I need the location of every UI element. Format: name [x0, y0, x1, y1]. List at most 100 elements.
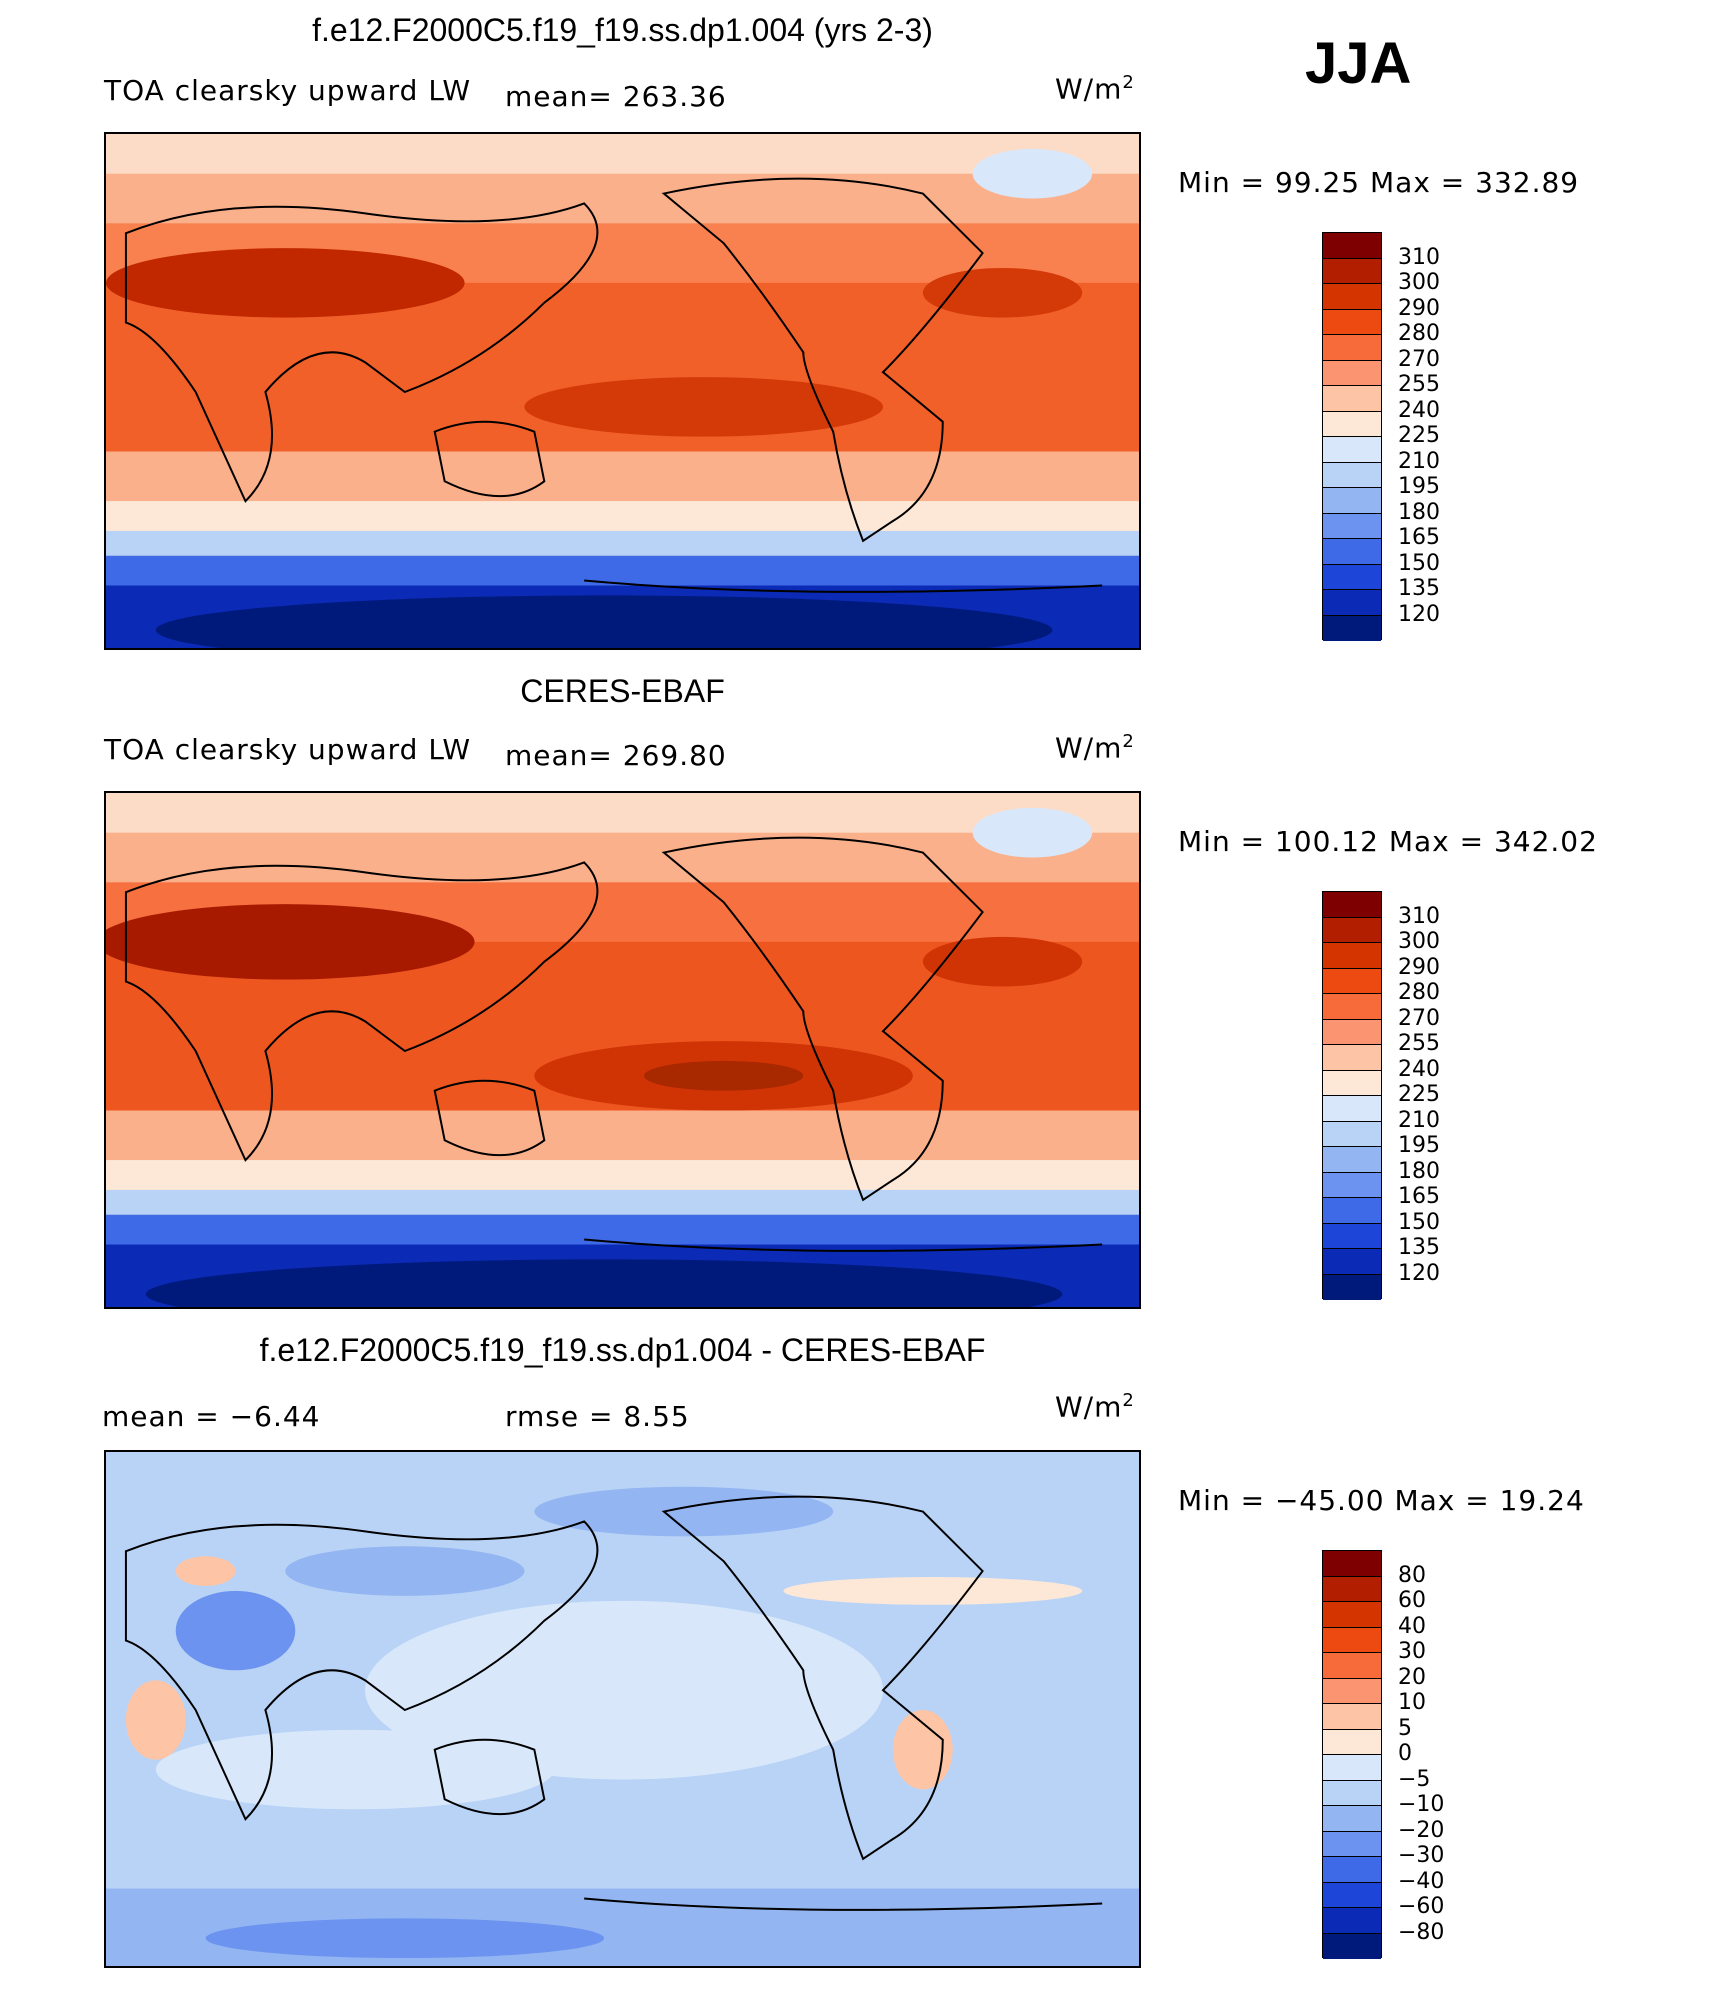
colorbar-segment	[1323, 1627, 1381, 1653]
colorbar-tick-label: 120	[1398, 1260, 1440, 1286]
colorbar-tick-label: 80	[1398, 1562, 1426, 1588]
panel1-minmax: Min = 99.25 Max = 332.89	[1178, 166, 1580, 199]
colorbar-segment	[1323, 1198, 1381, 1224]
panel3-rmse-label: rmse = 8.55	[505, 1400, 690, 1433]
colorbar-segment	[1323, 258, 1381, 284]
colorbar-tick-label: 280	[1398, 321, 1440, 346]
colorbar-tick-label: −20	[1398, 1817, 1445, 1843]
panel2-map	[104, 791, 1141, 1309]
colorbar-segment	[1323, 1019, 1381, 1045]
colorbar-segment	[1323, 917, 1381, 943]
colorbar-tick-label: −10	[1398, 1792, 1445, 1817]
colorbar-segment	[1323, 437, 1381, 463]
colorbar-tick-label: 0	[1398, 1741, 1412, 1766]
colorbar-tick-label: 290	[1398, 295, 1440, 321]
colorbar-tick-label: 290	[1398, 954, 1440, 980]
colorbar-segment	[1323, 1602, 1381, 1628]
panel3-units: W/m2	[1055, 1390, 1135, 1424]
colorbar-tick-label: 60	[1398, 1588, 1426, 1613]
colorbar-tick-label: −80	[1398, 1919, 1445, 1945]
colorbar-segment	[1323, 1121, 1381, 1147]
colorbar-tick-label: 5	[1398, 1715, 1412, 1741]
colorbar-segment	[1323, 943, 1381, 969]
panel3-mean-label: mean = −6.44	[102, 1400, 321, 1433]
colorbar-segment	[1323, 539, 1381, 565]
panel2-variable-label: TOA clearsky upward LW	[104, 733, 472, 766]
colorbar-tick-label: 40	[1398, 1613, 1426, 1639]
colorbar-segment	[1323, 360, 1381, 386]
colorbar-segment	[1323, 1704, 1381, 1730]
panel1-map	[104, 132, 1141, 650]
colorbar-tick-label: 120	[1398, 601, 1440, 627]
colorbar-segment	[1323, 994, 1381, 1020]
colorbar-segment	[1323, 1908, 1381, 1934]
colorbar-tick-label: 10	[1398, 1690, 1426, 1715]
colorbar-segment	[1323, 968, 1381, 994]
colorbar-tick-label: 210	[1398, 1107, 1440, 1133]
colorbar-tick-label: 20	[1398, 1664, 1426, 1690]
colorbar-segment	[1323, 386, 1381, 412]
panel1-mean-label: mean= 263.36	[505, 80, 727, 113]
colorbar-segment	[1323, 1857, 1381, 1883]
colorbar-tick-label: 255	[1398, 1031, 1440, 1056]
season-label: JJA	[1305, 31, 1412, 96]
colorbar-segment	[1323, 335, 1381, 361]
colorbar-tick-label: 165	[1398, 1184, 1440, 1209]
colorbar-tick-label: 225	[1398, 423, 1440, 448]
colorbar-tick-label: 300	[1398, 929, 1440, 954]
colorbar-tick-label: 180	[1398, 1158, 1440, 1184]
colorbar-tick-label: 135	[1398, 576, 1440, 601]
panel2-map-field	[106, 793, 1139, 1307]
colorbar-segment	[1323, 1147, 1381, 1173]
panel1-variable-label: TOA clearsky upward LW	[104, 74, 472, 107]
colorbar-tick-label: 30	[1398, 1639, 1426, 1664]
colorbar-segment	[1323, 1274, 1381, 1300]
colorbar-segment	[1323, 1780, 1381, 1806]
colorbar-tick-label: 270	[1398, 1005, 1440, 1031]
panel2-mean-label: mean= 269.80	[505, 739, 727, 772]
colorbar-tick-label: −60	[1398, 1894, 1445, 1919]
colorbar-tick-label: 195	[1398, 474, 1440, 499]
colorbar-segment	[1323, 1729, 1381, 1755]
colorbar-segment	[1323, 488, 1381, 514]
colorbar-tick-label: 135	[1398, 1235, 1440, 1260]
colorbar-tick-label: 150	[1398, 550, 1440, 576]
colorbar-tick-label: 310	[1398, 244, 1440, 270]
colorbar-segment	[1323, 1678, 1381, 1704]
colorbar-segment	[1323, 1882, 1381, 1908]
panel3-map-field	[106, 1452, 1139, 1966]
colorbar-segment	[1323, 564, 1381, 590]
colorbar-tick-label: 255	[1398, 372, 1440, 397]
colorbar-segment	[1323, 615, 1381, 641]
colorbar-segment	[1323, 1551, 1381, 1577]
colorbar-segment	[1323, 1045, 1381, 1071]
colorbar-segment	[1323, 284, 1381, 310]
panel1-units: W/m2	[1055, 72, 1135, 106]
panel2-minmax: Min = 100.12 Max = 342.02	[1178, 825, 1598, 858]
panel2-colorbar	[1322, 891, 1382, 1300]
colorbar-segment	[1323, 1249, 1381, 1275]
colorbar-segment	[1323, 1576, 1381, 1602]
colorbar-tick-label: 310	[1398, 903, 1440, 929]
colorbar-segment	[1323, 309, 1381, 335]
colorbar-tick-label: 180	[1398, 499, 1440, 525]
colorbar-tick-label: 195	[1398, 1133, 1440, 1158]
panel3-map	[104, 1450, 1141, 1968]
colorbar-tick-label: 225	[1398, 1082, 1440, 1107]
colorbar-tick-label: 165	[1398, 525, 1440, 550]
panel3-colorbar	[1322, 1550, 1382, 1959]
colorbar-tick-label: 210	[1398, 448, 1440, 474]
colorbar-segment	[1323, 1933, 1381, 1959]
panel1-map-field	[106, 134, 1139, 648]
colorbar-tick-label: 240	[1398, 397, 1440, 423]
colorbar-tick-label: 150	[1398, 1209, 1440, 1235]
panel2-units: W/m2	[1055, 731, 1135, 765]
panel3-minmax: Min = −45.00 Max = 19.24	[1178, 1484, 1585, 1517]
colorbar-tick-label: −40	[1398, 1868, 1445, 1894]
panel1-colorbar	[1322, 232, 1382, 641]
panel3-title: f.e12.F2000C5.f19_f19.ss.dp1.004 - CERES…	[259, 1332, 986, 1368]
panel1-title: f.e12.F2000C5.f19_f19.ss.dp1.004 (yrs 2-…	[312, 12, 933, 48]
colorbar-tick-label: 300	[1398, 270, 1440, 295]
colorbar-segment	[1323, 1755, 1381, 1781]
colorbar-segment	[1323, 411, 1381, 437]
